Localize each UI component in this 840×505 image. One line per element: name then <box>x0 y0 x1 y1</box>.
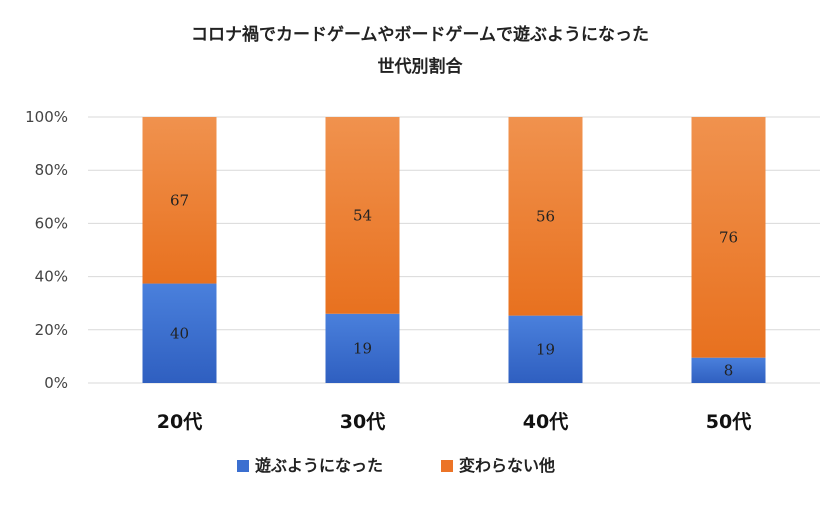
data-label: 19 <box>536 340 555 358</box>
data-label: 8 <box>724 361 734 379</box>
x-axis-ticks: 20代 30代 40代 50代 <box>157 411 751 433</box>
data-label: 67 <box>170 191 189 209</box>
data-label: 19 <box>353 339 372 357</box>
bar-segment <box>691 357 766 383</box>
bar-segment <box>142 117 217 284</box>
legend-label: 変わらない他 <box>459 456 555 475</box>
bar-segment <box>508 315 583 383</box>
chart-title-line2: 世代別割合 <box>378 56 464 77</box>
y-tick-label: 20% <box>35 321 68 339</box>
data-label: 40 <box>170 324 189 342</box>
x-tick-label: 50代 <box>706 411 751 433</box>
chart-title-line1: コロナ禍でカードゲームやボードゲームで遊ぶようになった <box>191 24 649 45</box>
bar-segment <box>325 313 400 383</box>
legend-swatch <box>441 460 453 472</box>
bar-segment <box>508 117 583 316</box>
data-label: 56 <box>536 207 555 225</box>
legend: 遊ぶようになった 変わらない他 <box>237 456 555 475</box>
y-tick-label: 80% <box>35 161 68 179</box>
x-tick-label: 20代 <box>157 411 202 433</box>
y-tick-label: 0% <box>44 374 68 392</box>
y-tick-label: 60% <box>35 214 68 232</box>
data-label: 54 <box>353 206 372 224</box>
legend-swatch <box>237 460 249 472</box>
y-axis-ticks: 0% 20% 40% 60% 80% 100% <box>25 108 68 392</box>
data-labels: 40 67 19 54 19 56 8 76 <box>170 191 738 379</box>
bar-segment <box>691 117 766 358</box>
bar-segment <box>325 117 400 314</box>
x-tick-label: 30代 <box>340 411 385 433</box>
data-label: 76 <box>719 228 738 246</box>
x-tick-label: 40代 <box>523 411 568 433</box>
bars <box>142 117 766 383</box>
y-tick-label: 100% <box>25 108 68 126</box>
bar-segment <box>142 283 217 383</box>
y-tick-label: 40% <box>35 268 68 286</box>
legend-label: 遊ぶようになった <box>255 456 383 475</box>
